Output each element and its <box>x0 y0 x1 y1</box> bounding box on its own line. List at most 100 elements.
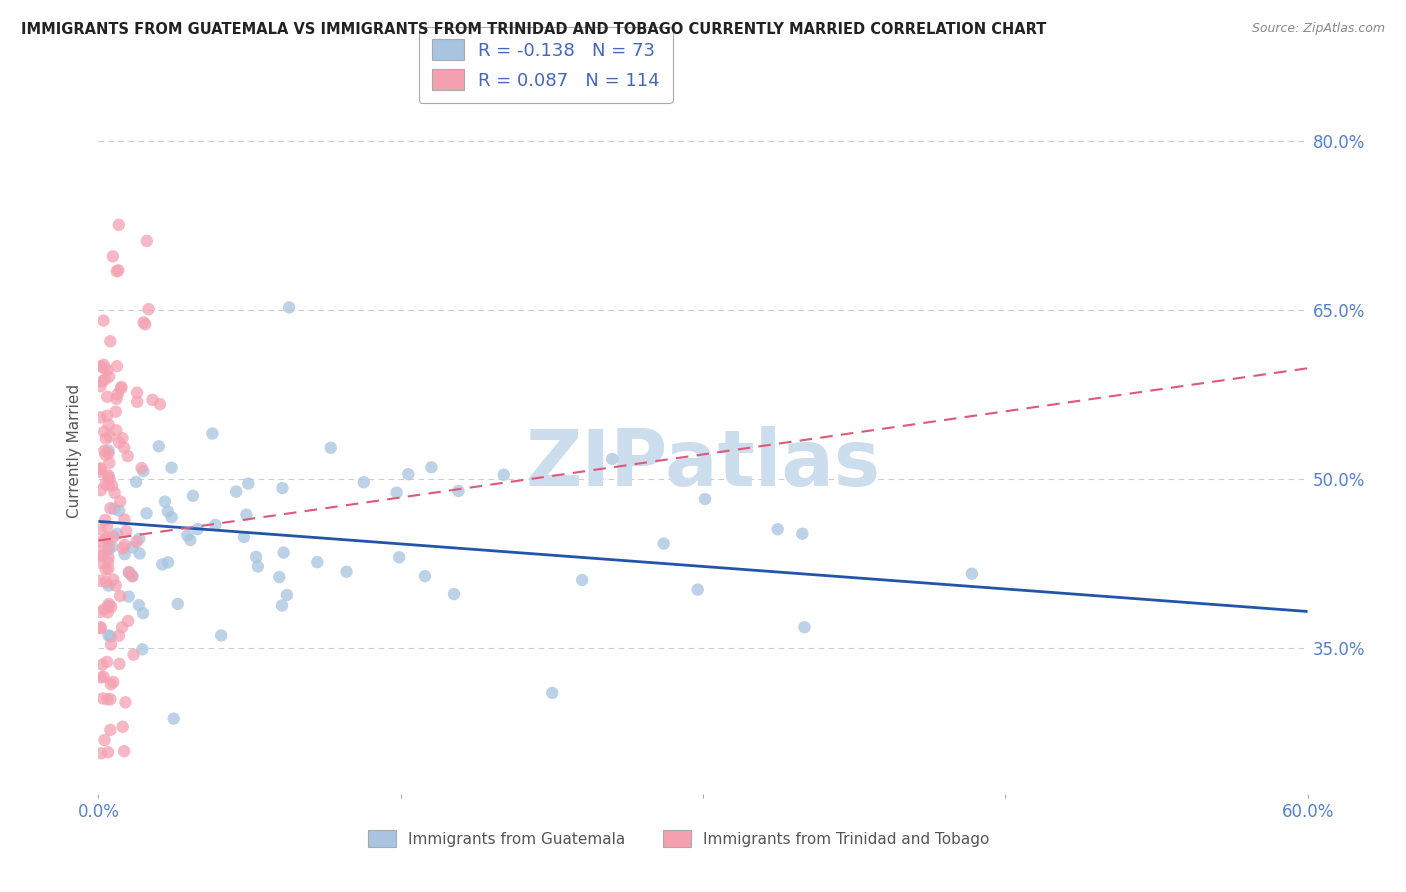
Point <box>166 597 188 611</box>
Point <box>246 559 269 574</box>
Point <box>100 599 122 614</box>
Point <box>111 431 134 445</box>
Point <box>97 470 120 484</box>
Point <box>114 695 136 709</box>
Point <box>89 461 111 475</box>
Point <box>128 546 150 560</box>
Point <box>93 361 115 376</box>
Point <box>335 565 357 579</box>
Legend: Immigrants from Guatemala, Immigrants from Trinidad and Tobago: Immigrants from Guatemala, Immigrants fr… <box>360 822 997 855</box>
Point <box>385 485 408 500</box>
Point <box>156 504 179 518</box>
Point <box>114 547 136 561</box>
Point <box>571 573 593 587</box>
Point <box>110 380 132 394</box>
Point <box>97 417 120 432</box>
Point <box>107 218 129 232</box>
Point <box>94 448 117 462</box>
Point <box>149 397 172 411</box>
Point <box>97 542 120 557</box>
Point <box>101 540 124 554</box>
Point <box>132 464 155 478</box>
Point <box>89 461 111 475</box>
Point <box>201 426 224 441</box>
Point <box>89 523 111 537</box>
Text: IMMIGRANTS FROM GUATEMALA VS IMMIGRANTS FROM TRINIDAD AND TOBAGO CURRENTLY MARRI: IMMIGRANTS FROM GUATEMALA VS IMMIGRANTS … <box>21 22 1046 37</box>
Point <box>238 476 260 491</box>
Point <box>269 570 291 584</box>
Point <box>103 573 125 587</box>
Point <box>98 723 121 737</box>
Point <box>100 638 122 652</box>
Point <box>107 387 129 401</box>
Point <box>112 512 135 526</box>
Point <box>100 629 122 643</box>
Point <box>114 538 136 552</box>
Point <box>93 358 115 372</box>
Point <box>105 264 128 278</box>
Point <box>396 467 419 482</box>
Point <box>225 484 247 499</box>
Point <box>148 439 170 453</box>
Point <box>93 670 115 684</box>
Text: Source: ZipAtlas.com: Source: ZipAtlas.com <box>1251 22 1385 36</box>
Point <box>105 359 128 374</box>
Point <box>93 372 115 386</box>
Point <box>138 302 160 317</box>
Point <box>89 620 111 634</box>
Point <box>693 491 716 506</box>
Point <box>90 605 112 619</box>
Point <box>160 510 183 524</box>
Point <box>97 578 120 592</box>
Point <box>132 606 155 620</box>
Point <box>93 313 115 327</box>
Point <box>98 334 121 349</box>
Point <box>686 582 709 597</box>
Point <box>150 558 173 572</box>
Point <box>134 318 156 332</box>
Point <box>105 392 128 406</box>
Point <box>766 522 789 536</box>
Point <box>115 524 138 539</box>
Point <box>91 549 114 563</box>
Point <box>235 508 257 522</box>
Point <box>104 486 127 500</box>
Point <box>420 460 443 475</box>
Point <box>112 441 135 455</box>
Point <box>111 541 134 556</box>
Point <box>271 481 294 495</box>
Point <box>125 475 148 489</box>
Point <box>245 549 267 564</box>
Point <box>118 590 141 604</box>
Point <box>108 589 131 603</box>
Point <box>388 550 411 565</box>
Point <box>97 540 120 554</box>
Point <box>98 501 121 516</box>
Point <box>90 483 112 498</box>
Point <box>117 614 139 628</box>
Point <box>541 686 564 700</box>
Point <box>89 379 111 393</box>
Point <box>98 369 121 384</box>
Point <box>96 519 118 533</box>
Point <box>232 530 254 544</box>
Point <box>98 429 121 443</box>
Point <box>319 441 342 455</box>
Point <box>163 712 186 726</box>
Point <box>94 476 117 491</box>
Point <box>96 363 118 377</box>
Point <box>112 744 135 758</box>
Point <box>96 409 118 423</box>
Point <box>108 657 131 671</box>
Point <box>89 410 111 425</box>
Point <box>94 432 117 446</box>
Point <box>121 569 143 583</box>
Point <box>128 532 150 546</box>
Point <box>122 648 145 662</box>
Point <box>93 443 115 458</box>
Point <box>89 556 111 570</box>
Point <box>110 494 132 508</box>
Point <box>307 555 329 569</box>
Point <box>111 720 134 734</box>
Point <box>492 467 515 482</box>
